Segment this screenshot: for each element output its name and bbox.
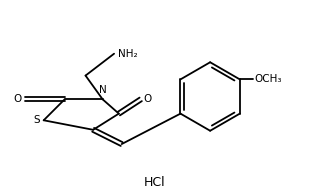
Text: O: O xyxy=(14,94,22,104)
Text: NH₂: NH₂ xyxy=(118,49,138,59)
Text: N: N xyxy=(99,85,107,95)
Text: O: O xyxy=(144,94,152,104)
Text: HCl: HCl xyxy=(144,176,166,189)
Text: S: S xyxy=(33,115,40,125)
Text: OCH₃: OCH₃ xyxy=(254,74,281,84)
